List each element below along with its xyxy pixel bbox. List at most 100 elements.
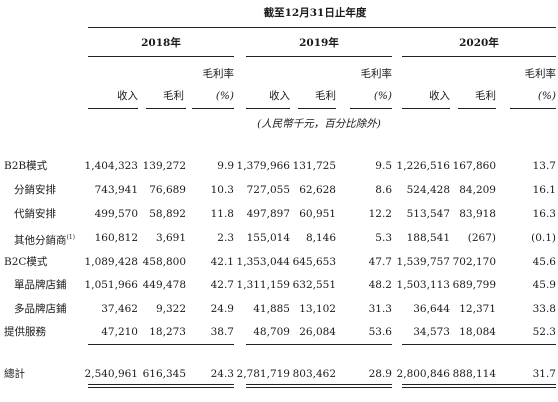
table-cell: 645,653 [292,256,336,268]
row-label-text: B2C模式 [4,256,48,268]
margin-header-2018: 毛利率 [202,68,235,80]
total-cell: 888,114 [452,368,496,380]
total-cell: 24.3 [210,368,234,380]
table-cell: 58,892 [149,208,186,220]
table-cell: 42.1 [210,256,234,268]
table-cell: 48,709 [253,326,290,338]
subtotal-rule [88,344,234,345]
table-cell: 155,014 [246,232,290,244]
table-cell: 60,951 [299,208,336,220]
total-double-rule [88,387,234,388]
table-cell: 167,860 [452,160,496,172]
row-label: 代銷安排 [14,208,56,220]
table-cell: 1,404,323 [84,160,138,172]
period-heading: 截至12月31日止年度 [263,7,367,19]
total-cell: 2,540,961 [84,368,138,380]
year-2018-underline [88,56,234,57]
row-label: 分銷安排 [14,184,56,196]
revenue-header-2020: 收入 [429,90,450,102]
total-double-rule [402,384,556,385]
period-underline [88,27,556,28]
year-2019-underline [246,56,392,57]
total-label: 總計 [4,368,25,380]
table-cell: 18,273 [149,326,186,338]
total-double-rule [88,384,234,385]
table-cell: 16.3 [532,208,556,220]
row-label: B2B模式 [4,160,47,172]
margin-header-2020: 毛利率 [524,68,557,80]
total-cell: 616,345 [142,368,186,380]
total-cell: 31.7 [532,368,556,380]
table-cell: 84,209 [459,184,496,196]
table-cell: 5.3 [375,232,392,244]
unit-note: (人民幣千元，百分比除外) [257,118,381,130]
table-cell: 12.2 [368,208,392,220]
table-cell: 9.9 [217,160,234,172]
table-cell: (0.1) [531,232,556,244]
year-2020: 2020年 [459,37,499,49]
table-cell: 1,539,757 [396,256,450,268]
table-cell: 1,353,044 [236,256,290,268]
table-cell: 188,541 [406,232,450,244]
table-cell: 13.7 [532,160,556,172]
table-cell: 53.6 [368,326,392,338]
pct-header-2020: (%) [537,90,556,102]
table-cell: 33.8 [532,303,556,315]
table-cell: 160,812 [94,232,138,244]
table-cell: 24.9 [210,303,234,315]
year-2018: 2018年 [141,37,181,49]
table-cell: 458,800 [142,256,186,268]
pct-header-2018: (%) [215,90,234,102]
gp-header-2018: 毛利 [163,90,184,102]
table-cell: 1,503,113 [396,279,450,291]
table-cell: 131,725 [292,160,336,172]
table-cell: 689,799 [452,279,496,291]
table-cell: 16.1 [532,184,556,196]
table-cell: 48.2 [368,279,392,291]
table-cell: 31.3 [368,303,392,315]
total-double-rule [402,387,556,388]
subtotal-rule [402,344,556,345]
table-cell: 743,941 [94,184,138,196]
table-cell: 47.7 [368,256,392,268]
revenue-header-2018: 收入 [117,90,138,102]
total-double-rule [246,384,392,385]
revenue-header-2019: 收入 [269,90,290,102]
table-cell: 83,918 [459,208,496,220]
table-cell: 449,478 [142,279,186,291]
gp-header-2020: 毛利 [475,90,496,102]
col-underline [350,108,392,109]
table-cell: 12,371 [459,303,496,315]
subtotal-rule [246,344,392,345]
total-cell: 2,781,719 [236,368,290,380]
table-cell: 1,379,966 [236,160,290,172]
col-underline [246,108,290,109]
col-underline [192,108,234,109]
year-2020-underline [402,56,556,57]
table-cell: 45.9 [532,279,556,291]
gp-header-2019: 毛利 [315,90,336,102]
col-underline [510,108,556,109]
table-cell: 9.5 [375,160,392,172]
row-label: 提供服務 [4,326,46,338]
year-2019: 2019年 [299,37,339,49]
col-underline [88,108,138,109]
table-cell: 10.3 [210,184,234,196]
table-cell: 524,428 [406,184,450,196]
total-cell: 28.9 [368,368,392,380]
table-cell: 41,885 [253,303,290,315]
table-cell: 47,210 [101,326,138,338]
table-cell: 42.7 [210,279,234,291]
table-cell: 3,691 [155,232,186,244]
table-cell: 18,084 [459,326,496,338]
col-underline [402,108,450,109]
row-label-text: 提供服務 [4,326,46,338]
table-cell: 1,311,159 [236,279,290,291]
table-cell: 497,897 [246,208,290,220]
table-cell: 26,084 [299,326,336,338]
table-cell: 62,628 [299,184,336,196]
row-label-text: 代銷安排 [14,208,56,220]
total-cell: 803,462 [292,368,336,380]
table-cell: 727,055 [246,184,290,196]
row-label-text: 其他分銷商 [14,234,67,247]
